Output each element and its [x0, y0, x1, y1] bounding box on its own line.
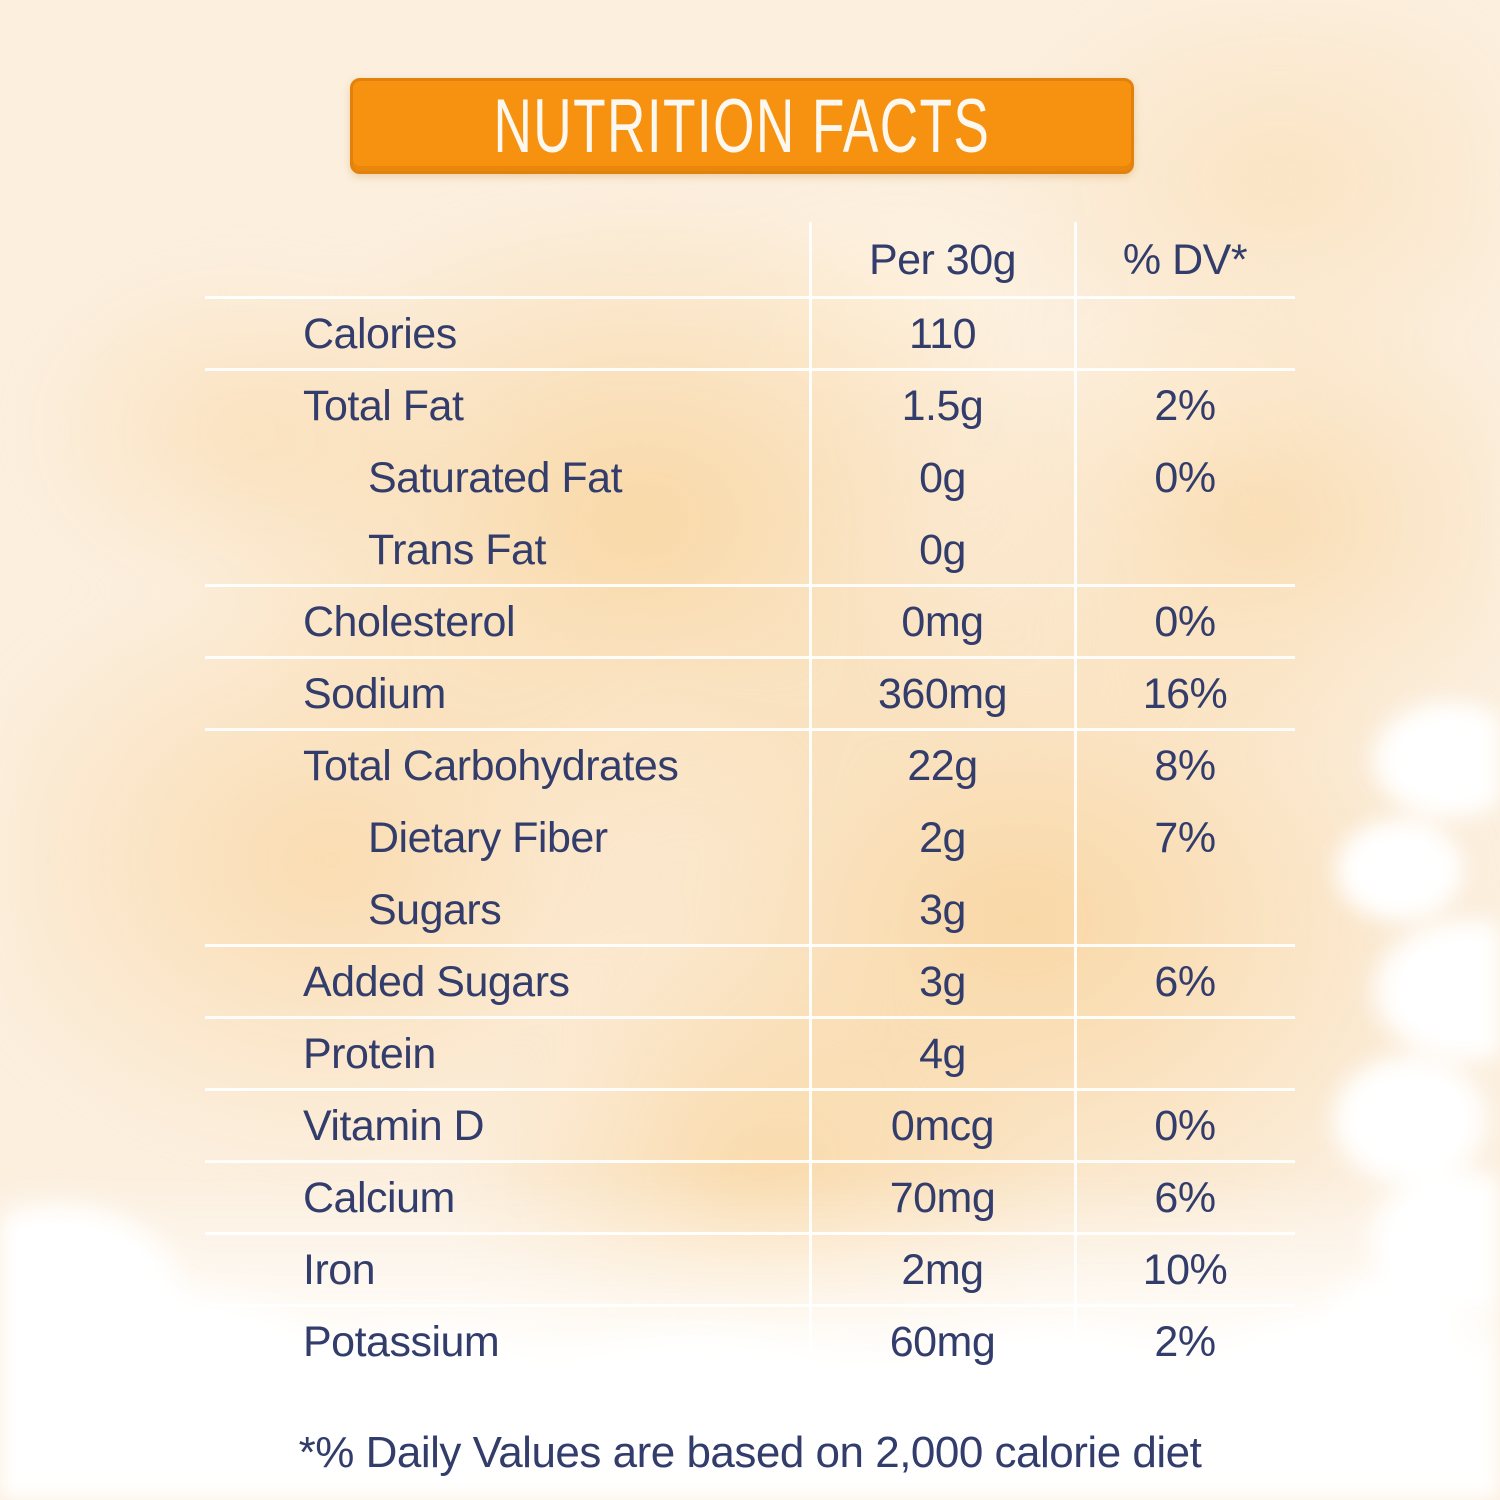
table-row-cholesterol: Cholesterol 0mg 0%	[205, 586, 1295, 659]
row-label: Sugars	[368, 885, 502, 934]
row-amount: 4g	[919, 1029, 966, 1078]
row-amount: 0mg	[901, 597, 984, 646]
nutrition-table: Per 30g % DV* Calories 110 Total Fat 1.5…	[205, 222, 1295, 1378]
row-label: Iron	[303, 1245, 376, 1294]
page-title: NUTRITION FACTS	[493, 83, 991, 169]
row-dv: 2%	[1154, 381, 1216, 430]
table-row-added-sugars: Added Sugars 3g 6%	[205, 946, 1295, 1019]
row-amount: 60mg	[889, 1317, 996, 1366]
table-row-total-carbohydrates: Total Carbohydrates 22g 8%	[205, 730, 1295, 802]
table-row-dietary-fiber: Dietary Fiber 2g 7%	[205, 802, 1295, 874]
row-dv: 0%	[1154, 453, 1216, 502]
row-amount: 2mg	[901, 1245, 984, 1294]
row-label: Sodium	[303, 669, 446, 718]
table-row-iron: Iron 2mg 10%	[205, 1234, 1295, 1307]
row-dv: 10%	[1142, 1245, 1228, 1294]
table-row-protein: Protein 4g	[205, 1018, 1295, 1091]
row-dv: 2%	[1154, 1317, 1216, 1366]
row-amount: 3g	[919, 957, 966, 1006]
table-row-calories: Calories 110	[205, 298, 1295, 371]
column-header-dv: % DV*	[1122, 235, 1248, 284]
row-label: Total Carbohydrates	[303, 741, 679, 790]
row-label: Total Fat	[303, 381, 464, 430]
column-header-amount: Per 30g	[868, 235, 1017, 284]
row-label: Calcium	[303, 1173, 455, 1222]
row-label: Vitamin D	[303, 1101, 485, 1150]
row-amount: 70mg	[889, 1173, 996, 1222]
row-dv: 0%	[1154, 1101, 1216, 1150]
row-amount: 0g	[919, 525, 966, 574]
row-label: Cholesterol	[303, 597, 516, 646]
row-dv: 6%	[1154, 1173, 1216, 1222]
table-row-calcium: Calcium 70mg 6%	[205, 1162, 1295, 1235]
row-amount: 2g	[919, 813, 966, 862]
row-amount: 22g	[907, 741, 978, 790]
table-row-sodium: Sodium 360mg 16%	[205, 658, 1295, 731]
table-row-trans-fat: Trans Fat 0g	[205, 514, 1295, 587]
row-label: Dietary Fiber	[368, 813, 608, 862]
row-label: Calories	[303, 309, 457, 358]
row-amount: 3g	[919, 885, 966, 934]
row-label: Trans Fat	[368, 525, 546, 574]
table-row-saturated-fat: Saturated Fat 0g 0%	[205, 442, 1295, 514]
row-amount: 110	[908, 309, 977, 358]
title-banner: NUTRITION FACTS	[350, 78, 1134, 174]
table-row-vitamin-d: Vitamin D 0mcg 0%	[205, 1090, 1295, 1163]
row-amount: 0g	[919, 453, 966, 502]
row-dv: 16%	[1142, 669, 1228, 718]
table-row-potassium: Potassium 60mg 2%	[205, 1306, 1295, 1378]
table-header-row: Per 30g % DV*	[205, 222, 1295, 299]
row-amount: 1.5g	[901, 381, 984, 430]
table-row-total-fat: Total Fat 1.5g 2%	[205, 370, 1295, 442]
row-label: Added Sugars	[303, 957, 570, 1006]
row-dv: 6%	[1154, 957, 1216, 1006]
row-amount: 360mg	[878, 669, 1007, 718]
daily-values-footnote: *% Daily Values are based on 2,000 calor…	[298, 1428, 1202, 1477]
row-label: Saturated Fat	[368, 453, 623, 502]
column-divider-amount	[809, 222, 812, 1372]
row-label: Protein	[303, 1029, 436, 1078]
row-dv: 0%	[1154, 597, 1216, 646]
row-label: Potassium	[303, 1317, 500, 1366]
row-dv: 7%	[1154, 813, 1216, 862]
row-dv: 8%	[1154, 741, 1216, 790]
row-amount: 0mcg	[890, 1101, 995, 1150]
table-row-sugars: Sugars 3g	[205, 874, 1295, 947]
column-divider-dv	[1074, 222, 1077, 1372]
